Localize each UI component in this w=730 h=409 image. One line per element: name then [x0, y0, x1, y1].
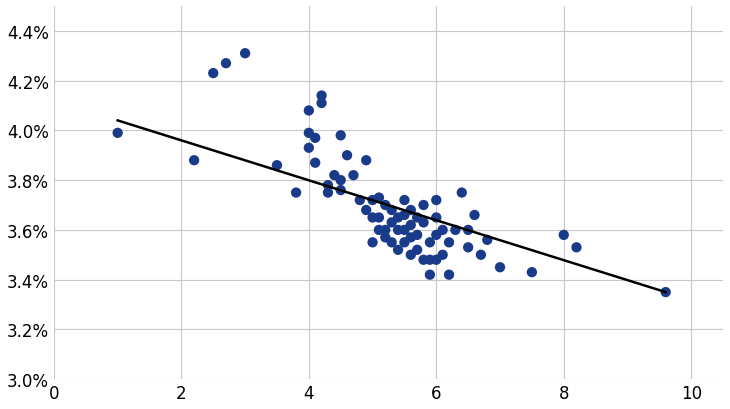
Point — [310, 135, 321, 142]
Point — [405, 222, 417, 229]
Point — [481, 237, 493, 243]
Point — [188, 157, 200, 164]
Point — [392, 247, 404, 254]
Point — [347, 173, 359, 179]
Point — [494, 264, 506, 271]
Point — [450, 227, 461, 234]
Point — [411, 232, 423, 238]
Point — [392, 215, 404, 221]
Point — [437, 227, 448, 234]
Point — [399, 240, 410, 246]
Point — [526, 269, 538, 276]
Point — [366, 197, 378, 204]
Point — [303, 108, 315, 115]
Point — [361, 207, 372, 214]
Point — [431, 215, 442, 221]
Point — [335, 187, 347, 194]
Point — [380, 234, 391, 241]
Point — [386, 240, 398, 246]
Point — [462, 245, 474, 251]
Point — [335, 178, 347, 184]
Point — [399, 197, 410, 204]
Point — [411, 215, 423, 221]
Point — [373, 227, 385, 234]
Point — [366, 215, 378, 221]
Point — [399, 227, 410, 234]
Point — [220, 61, 232, 67]
Point — [335, 133, 347, 139]
Point — [558, 232, 569, 238]
Point — [303, 145, 315, 152]
Point — [424, 240, 436, 246]
Point — [380, 202, 391, 209]
Point — [456, 190, 468, 196]
Point — [341, 153, 353, 159]
Point — [411, 247, 423, 254]
Point — [271, 162, 283, 169]
Point — [239, 51, 251, 57]
Point — [316, 101, 328, 107]
Point — [392, 227, 404, 234]
Point — [437, 252, 448, 258]
Point — [361, 157, 372, 164]
Point — [431, 232, 442, 238]
Point — [322, 182, 334, 189]
Point — [424, 257, 436, 263]
Point — [571, 245, 583, 251]
Point — [322, 190, 334, 196]
Point — [380, 227, 391, 234]
Point — [431, 197, 442, 204]
Point — [418, 220, 429, 226]
Point — [418, 257, 429, 263]
Point — [443, 240, 455, 246]
Point — [366, 240, 378, 246]
Point — [475, 252, 487, 258]
Point — [386, 220, 398, 226]
Point — [469, 212, 480, 219]
Point — [291, 190, 302, 196]
Point — [207, 71, 219, 77]
Point — [660, 289, 672, 296]
Point — [373, 195, 385, 201]
Point — [303, 130, 315, 137]
Point — [354, 197, 366, 204]
Point — [431, 257, 442, 263]
Point — [424, 272, 436, 278]
Point — [316, 93, 328, 99]
Point — [310, 160, 321, 166]
Point — [328, 173, 340, 179]
Point — [405, 252, 417, 258]
Point — [112, 130, 123, 137]
Point — [462, 227, 474, 234]
Point — [399, 212, 410, 219]
Point — [418, 202, 429, 209]
Point — [405, 234, 417, 241]
Point — [386, 207, 398, 214]
Point — [373, 215, 385, 221]
Point — [443, 272, 455, 278]
Point — [405, 207, 417, 214]
